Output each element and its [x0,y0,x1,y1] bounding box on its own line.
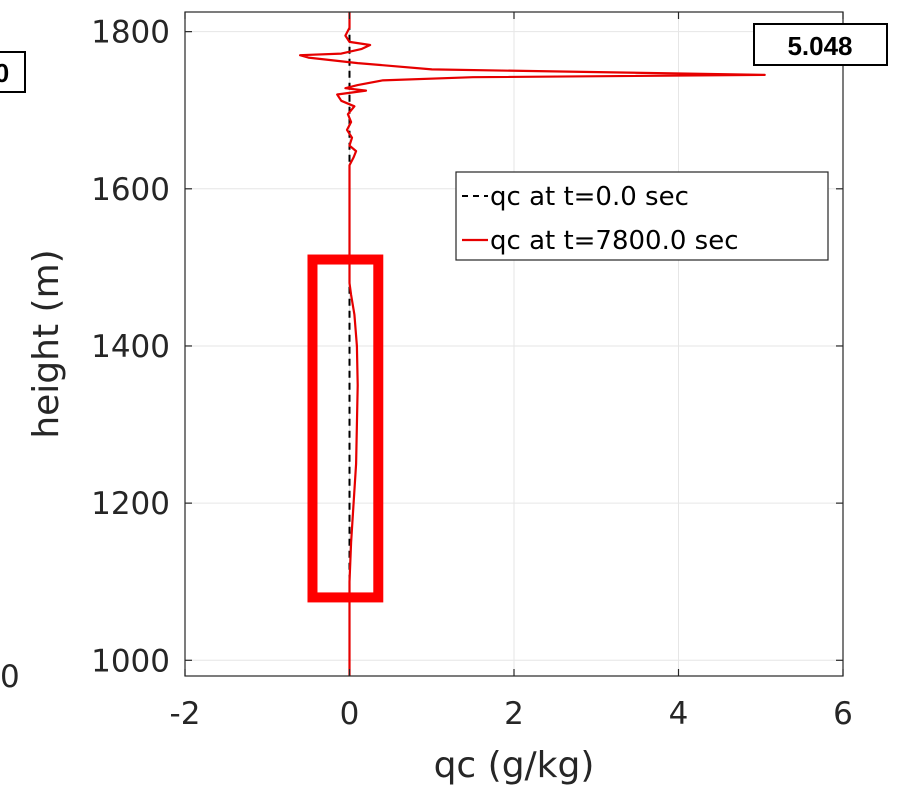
y-tick-label: 1200 [91,486,170,522]
y-axis-label: height (m) [26,249,67,438]
x-tick-label: 2 [504,696,524,732]
left-cut-text: 0 [0,58,9,88]
max-value-annotation: 5.048 [753,23,888,66]
tick-labels: -2 0 2 4 6 1000 1200 1400 1600 1800 [91,15,853,732]
highlight-box [307,254,384,603]
y-tick-label: 1000 [91,643,170,679]
y-tick-label: 1600 [91,172,170,208]
x-tick-label: 4 [669,696,689,732]
left-cut-annotation: 0 [0,51,26,93]
left-edge-tick-label: 0 [0,659,20,695]
series-group [299,12,766,676]
series-line-1 [299,12,766,676]
grid-lines [184,12,844,676]
x-tick-label: 6 [833,696,853,732]
x-axis-label: qc (g/kg) [434,745,595,786]
y-tick-label: 1400 [91,329,170,365]
legend: qc at t=0.0 sec qc at t=7800.0 sec [455,171,829,261]
max-value-box [753,23,888,66]
left-cut-box [0,51,26,93]
tick-marks [184,12,844,676]
legend-box [455,171,829,261]
legend-entry-t0: qc at t=0.0 sec [490,182,689,212]
legend-entry-t7800: qc at t=7800.0 sec [490,226,739,256]
x-tick-label: 0 [340,696,360,732]
x-tick-label: -2 [170,696,201,732]
y-tick-label: 1800 [91,15,170,51]
max-value-text: 5.048 [787,31,852,61]
